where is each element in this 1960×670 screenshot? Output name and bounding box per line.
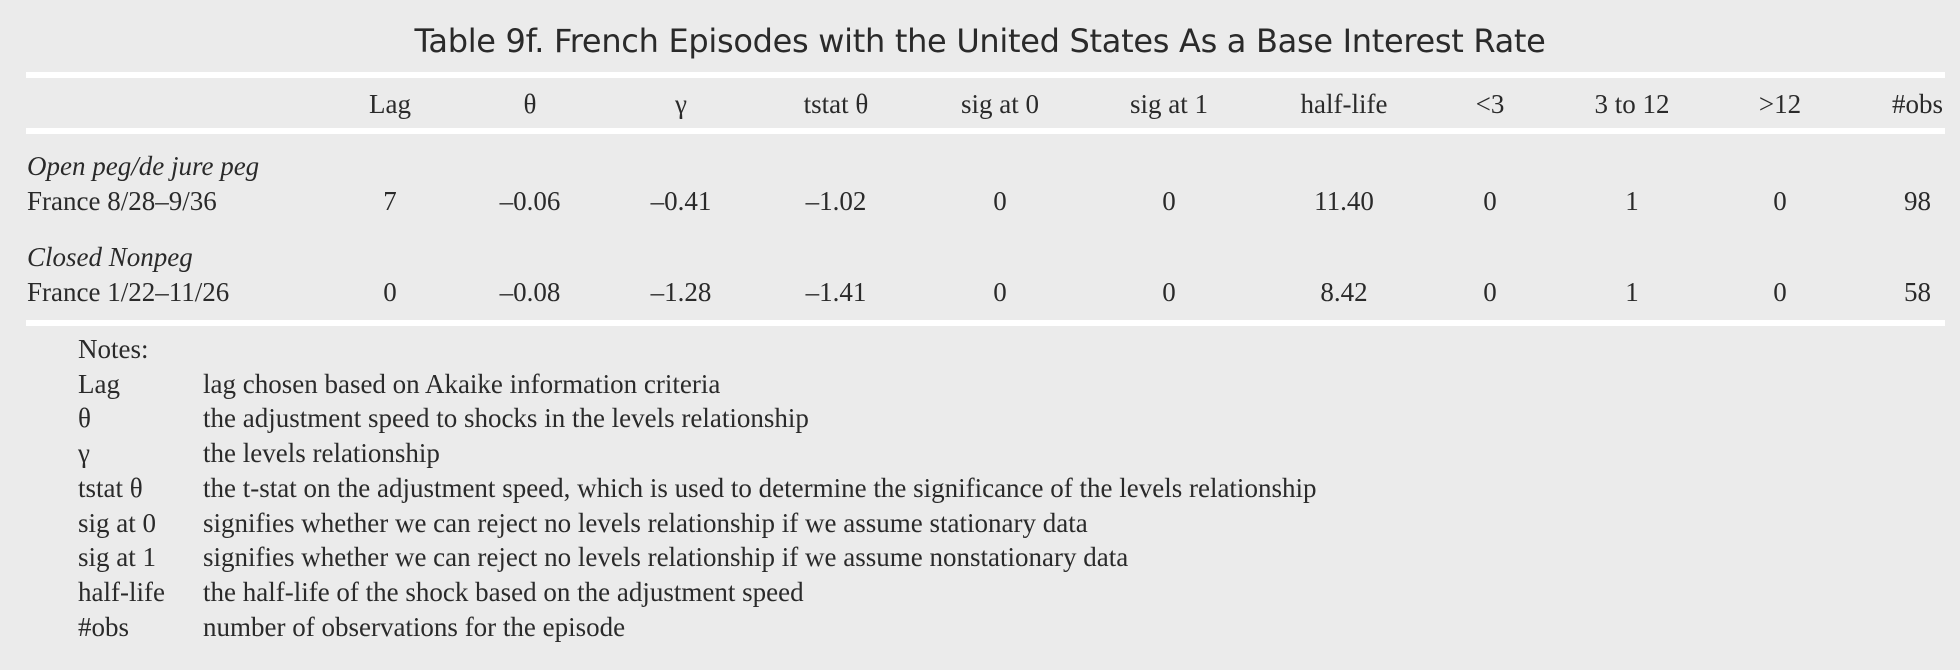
- note-desc: the t-stat on the adjustment speed, whic…: [203, 473, 1317, 503]
- column-header-3-to-12: 3 to 12: [1594, 89, 1670, 119]
- cell-half-life: 11.40: [1314, 186, 1374, 216]
- cell-sig-at-1: 0: [1162, 186, 1176, 216]
- top-rule: [26, 72, 1945, 78]
- cell-lag: 0: [383, 277, 397, 307]
- cell-less-than-3: 0: [1483, 186, 1497, 216]
- cell-theta: –0.06: [499, 186, 561, 216]
- notes-heading: Notes:: [78, 334, 149, 364]
- column-header-half-life: half-life: [1300, 89, 1388, 119]
- column-header-sig-at-0: sig at 0: [961, 89, 1039, 119]
- note-term: θ: [78, 403, 91, 433]
- cell-sig-at-0: 0: [993, 277, 1007, 307]
- cell-obs: 58: [1904, 277, 1931, 307]
- column-header-gamma: γ: [675, 89, 687, 119]
- cell-gamma: –0.41: [650, 186, 712, 216]
- note-term: tstat θ: [78, 473, 143, 503]
- bottom-rule: [26, 320, 1945, 326]
- note-term: half-life: [78, 577, 165, 607]
- cell-greater-than-12: 0: [1773, 186, 1787, 216]
- column-header-lag: Lag: [369, 89, 411, 119]
- note-desc: signifies whether we can reject no level…: [203, 508, 1088, 538]
- note-term: sig at 0: [78, 508, 156, 538]
- cell-sig-at-0: 0: [993, 186, 1007, 216]
- column-header-less-than-3: <3: [1475, 89, 1505, 119]
- table-title: Table 9f. French Episodes with the Unite…: [414, 22, 1546, 60]
- group-label-open-peg: Open peg/de jure peg: [27, 151, 260, 181]
- cell-sig-at-1: 0: [1162, 277, 1176, 307]
- cell-gamma: –1.28: [650, 277, 712, 307]
- cell-3-to-12: 1: [1625, 186, 1639, 216]
- note-desc: the half-life of the shock based on the …: [203, 577, 804, 607]
- column-header-greater-than-12: >12: [1758, 89, 1802, 119]
- cell-theta: –0.08: [499, 277, 561, 307]
- cell-greater-than-12: 0: [1773, 277, 1787, 307]
- column-header-tstat-theta: tstat θ: [803, 89, 869, 119]
- row-name: France 8/28–9/36: [27, 186, 217, 216]
- note-term: γ: [78, 438, 90, 468]
- note-desc: lag chosen based on Akaike information c…: [203, 369, 721, 399]
- row-name: France 1/22–11/26: [27, 277, 230, 307]
- column-header-sig-at-1: sig at 1: [1130, 89, 1208, 119]
- note-desc: the adjustment speed to shocks in the le…: [203, 403, 809, 433]
- cell-obs: 98: [1904, 186, 1931, 216]
- note-term: Lag: [78, 369, 120, 399]
- header-rule: [26, 128, 1945, 134]
- group-label-closed-nonpeg: Closed Nonpeg: [27, 242, 193, 272]
- note-desc: the levels relationship: [203, 438, 440, 468]
- note-term: sig at 1: [78, 542, 156, 572]
- note-desc: number of observations for the episode: [203, 612, 626, 642]
- note-term: #obs: [78, 612, 130, 642]
- cell-tstat-theta: –1.41: [805, 277, 867, 307]
- cell-half-life: 8.42: [1320, 277, 1368, 307]
- column-header-theta: θ: [523, 89, 537, 119]
- cell-lag: 7: [383, 186, 397, 216]
- cell-tstat-theta: –1.02: [805, 186, 867, 216]
- column-header-obs: #obs: [1891, 89, 1943, 119]
- note-desc: signifies whether we can reject no level…: [203, 542, 1129, 572]
- cell-3-to-12: 1: [1625, 277, 1639, 307]
- cell-less-than-3: 0: [1483, 277, 1497, 307]
